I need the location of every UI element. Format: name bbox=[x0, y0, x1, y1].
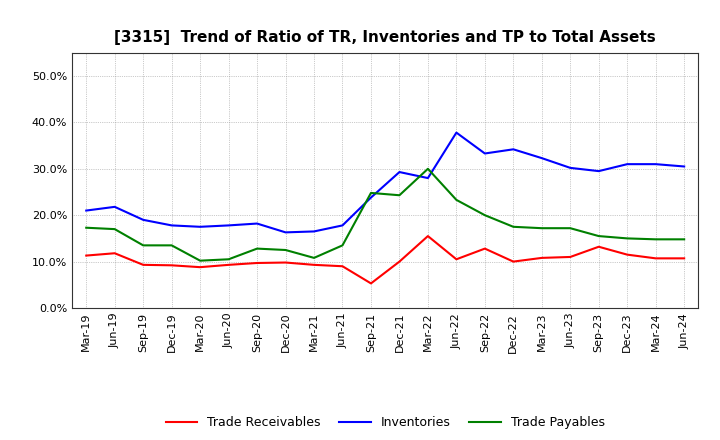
Inventories bbox=[338, 223, 347, 228]
Inventories bbox=[167, 223, 176, 228]
Inventories bbox=[423, 176, 432, 181]
Trade Receivables bbox=[623, 252, 631, 257]
Inventories bbox=[196, 224, 204, 229]
Inventories bbox=[395, 169, 404, 175]
Line: Inventories: Inventories bbox=[86, 132, 684, 232]
Trade Payables bbox=[310, 255, 318, 260]
Trade Receivables bbox=[366, 281, 375, 286]
Legend: Trade Receivables, Inventories, Trade Payables: Trade Receivables, Inventories, Trade Pa… bbox=[161, 411, 610, 434]
Trade Payables bbox=[167, 243, 176, 248]
Trade Receivables bbox=[167, 263, 176, 268]
Trade Receivables bbox=[110, 251, 119, 256]
Inventories bbox=[82, 208, 91, 213]
Trade Payables bbox=[423, 166, 432, 172]
Trade Receivables bbox=[310, 262, 318, 268]
Inventories bbox=[310, 229, 318, 234]
Inventories bbox=[366, 195, 375, 200]
Trade Payables bbox=[338, 243, 347, 248]
Trade Payables bbox=[480, 213, 489, 218]
Trade Receivables bbox=[253, 260, 261, 266]
Inventories bbox=[282, 230, 290, 235]
Inventories bbox=[595, 169, 603, 174]
Inventories bbox=[623, 161, 631, 167]
Inventories bbox=[225, 223, 233, 228]
Trade Payables bbox=[509, 224, 518, 229]
Trade Receivables bbox=[452, 257, 461, 262]
Inventories bbox=[110, 204, 119, 209]
Trade Receivables bbox=[480, 246, 489, 251]
Trade Payables bbox=[225, 257, 233, 262]
Trade Receivables bbox=[196, 264, 204, 270]
Trade Receivables bbox=[82, 253, 91, 258]
Trade Receivables bbox=[595, 244, 603, 249]
Trade Receivables bbox=[139, 262, 148, 268]
Trade Receivables bbox=[652, 256, 660, 261]
Inventories bbox=[139, 217, 148, 223]
Inventories bbox=[537, 155, 546, 161]
Trade Receivables bbox=[537, 255, 546, 260]
Trade Payables bbox=[282, 247, 290, 253]
Trade Payables bbox=[366, 190, 375, 195]
Line: Trade Receivables: Trade Receivables bbox=[86, 236, 684, 283]
Trade Receivables bbox=[566, 254, 575, 260]
Trade Receivables bbox=[395, 259, 404, 264]
Trade Payables bbox=[566, 226, 575, 231]
Trade Payables bbox=[537, 226, 546, 231]
Line: Trade Payables: Trade Payables bbox=[86, 169, 684, 260]
Trade Payables bbox=[253, 246, 261, 251]
Trade Receivables bbox=[680, 256, 688, 261]
Title: [3315]  Trend of Ratio of TR, Inventories and TP to Total Assets: [3315] Trend of Ratio of TR, Inventories… bbox=[114, 29, 656, 45]
Trade Payables bbox=[595, 234, 603, 239]
Trade Receivables bbox=[509, 259, 518, 264]
Inventories bbox=[253, 221, 261, 226]
Trade Payables bbox=[623, 236, 631, 241]
Inventories bbox=[509, 147, 518, 152]
Trade Payables bbox=[395, 193, 404, 198]
Inventories bbox=[652, 161, 660, 167]
Trade Receivables bbox=[338, 264, 347, 269]
Trade Receivables bbox=[225, 262, 233, 268]
Trade Payables bbox=[452, 197, 461, 202]
Trade Payables bbox=[680, 237, 688, 242]
Inventories bbox=[566, 165, 575, 171]
Trade Payables bbox=[196, 258, 204, 263]
Inventories bbox=[680, 164, 688, 169]
Trade Receivables bbox=[282, 260, 290, 265]
Trade Payables bbox=[139, 243, 148, 248]
Trade Receivables bbox=[423, 234, 432, 239]
Trade Payables bbox=[82, 225, 91, 231]
Inventories bbox=[480, 151, 489, 156]
Inventories bbox=[452, 130, 461, 135]
Trade Payables bbox=[652, 237, 660, 242]
Trade Payables bbox=[110, 227, 119, 232]
